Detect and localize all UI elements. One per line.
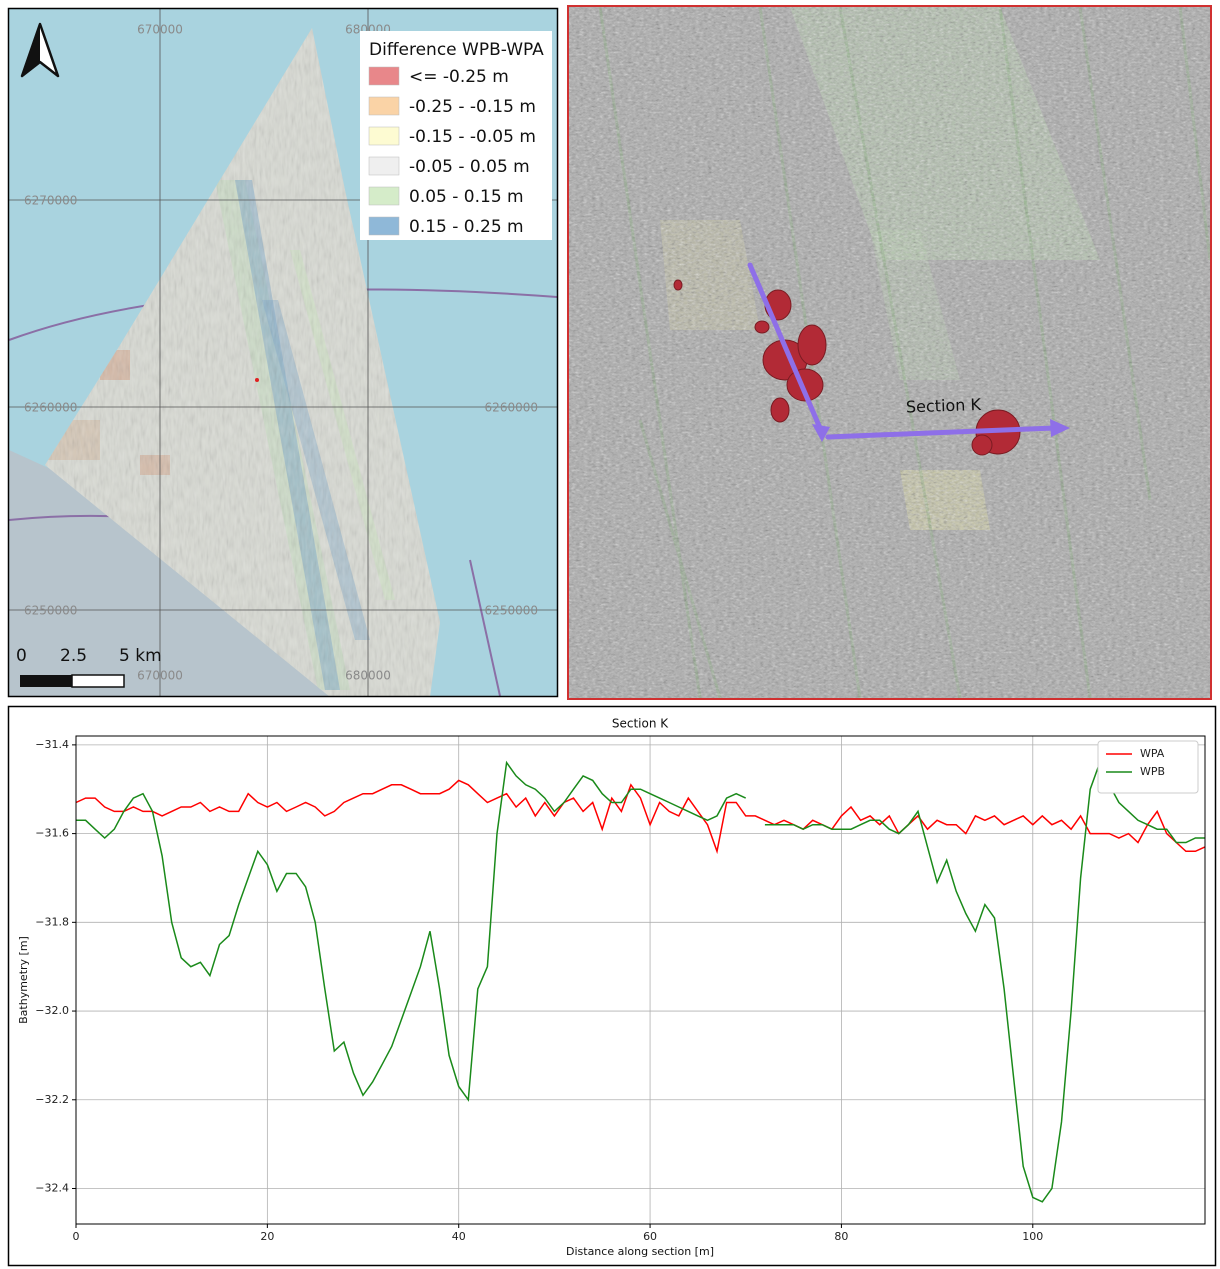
legend-swatch xyxy=(369,157,399,175)
y-tick-label: −31.8 xyxy=(35,915,69,928)
x-tick-label: 20 xyxy=(260,1230,274,1243)
scale-bar xyxy=(72,675,124,687)
grid-label: 6260000 xyxy=(485,401,538,415)
page: 670000 680000 670000 680000 6270000 6260… xyxy=(0,0,1220,1269)
legend-label: 0.05 - 0.15 m xyxy=(409,187,524,207)
legend-label: -0.25 - -0.15 m xyxy=(409,97,536,117)
legend-label: WPB xyxy=(1140,765,1165,778)
y-tick-label: −32.4 xyxy=(35,1182,69,1195)
legend-label: WPA xyxy=(1140,747,1165,760)
y-axis-label: Bathymetry [m] xyxy=(17,936,30,1024)
scale-label: 0 xyxy=(16,646,27,666)
x-tick-label: 40 xyxy=(452,1230,466,1243)
legend-swatch xyxy=(369,127,399,145)
legend-label: 0.15 - 0.25 m xyxy=(409,217,524,237)
section-label: Section K xyxy=(906,395,982,417)
scale-label: 5 km xyxy=(119,646,162,666)
grid-label: 6250000 xyxy=(24,604,77,618)
scale-label: 2.5 xyxy=(60,646,87,666)
legend-swatch xyxy=(369,187,399,205)
legend-label: <= -0.25 m xyxy=(409,67,509,87)
legend-swatch xyxy=(369,217,399,235)
grid-label: 670000 xyxy=(137,23,183,37)
x-axis-label: Distance along section [m] xyxy=(566,1245,714,1258)
grid-label: 680000 xyxy=(345,669,391,683)
figure: 670000 680000 670000 680000 6270000 6260… xyxy=(0,0,1220,1269)
x-tick-label: 60 xyxy=(643,1230,657,1243)
legend-title: Difference WPB-WPA xyxy=(369,40,544,60)
legend-label: -0.05 - 0.05 m xyxy=(409,157,530,177)
right-map: Section K xyxy=(569,7,1210,698)
texture xyxy=(569,7,1210,698)
left-map: 670000 680000 670000 680000 6270000 6260… xyxy=(9,9,557,696)
chart-title: Section K xyxy=(612,717,669,731)
panel-border xyxy=(9,707,1216,1266)
scale-bar xyxy=(20,675,72,687)
x-tick-label: 100 xyxy=(1022,1230,1043,1243)
grid-label: 6270000 xyxy=(24,194,77,208)
y-tick-label: −32.0 xyxy=(35,1004,69,1017)
x-tick-label: 80 xyxy=(834,1230,848,1243)
legend-swatch xyxy=(369,67,399,85)
x-tick-label: 0 xyxy=(73,1230,80,1243)
y-tick-label: −31.4 xyxy=(35,738,69,751)
legend-label: -0.15 - -0.05 m xyxy=(409,127,536,147)
y-tick-label: −31.6 xyxy=(35,827,69,840)
grid-label: 6260000 xyxy=(24,401,77,415)
legend-swatch xyxy=(369,97,399,115)
y-tick-label: −32.2 xyxy=(35,1093,69,1106)
grid-label: 6250000 xyxy=(485,604,538,618)
grid-label: 670000 xyxy=(137,669,183,683)
